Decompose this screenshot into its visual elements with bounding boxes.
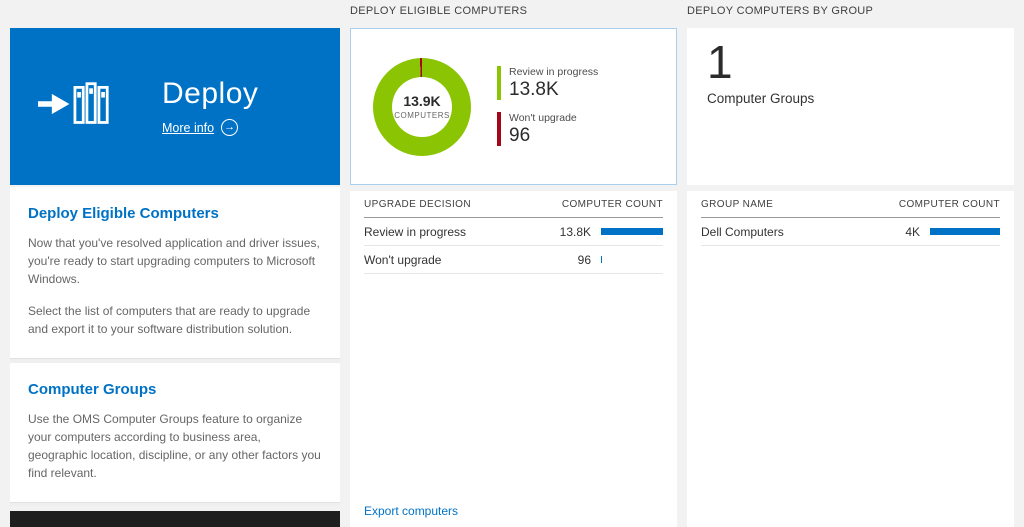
computer-groups-tile[interactable]: 1 Computer Groups xyxy=(687,28,1014,185)
computers-by-group-header: DEPLOY COMPUTERS BY GROUP xyxy=(687,5,874,17)
legend-item-review-in-progress: Review in progress 13.8K xyxy=(497,66,598,101)
deploy-eligible-section: Deploy Eligible Computers Now that you'v… xyxy=(10,187,340,358)
export-computers-link[interactable]: Export computers xyxy=(364,504,459,518)
legend-label: Review in progress xyxy=(509,66,599,78)
column-header-computer-count: COMPUTER COUNT xyxy=(898,198,1000,210)
more-info-label[interactable]: More info xyxy=(162,120,215,135)
group-name-table: GROUP NAME COMPUTER COUNT Dell Computers… xyxy=(687,191,1014,527)
eligible-computers-header: DEPLOY ELIGIBLE COMPUTERS xyxy=(350,5,528,17)
row-bar xyxy=(601,228,663,235)
legend-item-wont-upgrade: Won't upgrade 96 xyxy=(497,112,598,147)
computer-groups-label: Computer Groups xyxy=(707,90,815,106)
table-row[interactable]: Review in progress 13.8K xyxy=(364,218,663,246)
column-header-group-name: GROUP NAME xyxy=(701,198,774,210)
donut-legend: Review in progress 13.8K Won't upgrade 9… xyxy=(497,66,598,147)
table-row[interactable]: Won't upgrade 96 xyxy=(364,246,663,274)
row-label: Dell Computers xyxy=(701,224,784,239)
deploy-eligible-paragraph-1: Now that you've resolved application and… xyxy=(28,236,320,286)
deploy-tile-text: Deploy More info → xyxy=(162,77,258,136)
arrow-right-circle-icon[interactable]: → xyxy=(221,119,239,136)
deploy-title: Deploy xyxy=(162,77,259,110)
computer-groups-section: Computer Groups Use the OMS Computer Gro… xyxy=(10,363,340,502)
row-value: 13.8K xyxy=(559,224,591,239)
section-divider xyxy=(10,502,340,506)
row-label: Won't upgrade xyxy=(364,252,442,267)
deploy-eligible-paragraph-2: Select the list of computers that are re… xyxy=(28,304,311,336)
legend-color-bar xyxy=(497,112,501,146)
row-value: 4K xyxy=(905,224,920,239)
donut-chart: 13.9K COMPUTERS xyxy=(373,57,471,156)
deploy-tile[interactable]: Deploy More info → xyxy=(10,28,340,185)
upgrade-decision-table: UPGRADE DECISION COMPUTER COUNT Review i… xyxy=(350,191,677,527)
column-header-computer-count: COMPUTER COUNT xyxy=(561,198,663,210)
computers-by-group-column: DEPLOY COMPUTERS BY GROUP 1 Computer Gro… xyxy=(687,0,1014,527)
legend-color-bar xyxy=(497,66,501,100)
column-header-upgrade-decision: UPGRADE DECISION xyxy=(364,198,471,210)
computer-groups-heading: Computer Groups xyxy=(28,381,157,398)
table-header-row: GROUP NAME COMPUTER COUNT xyxy=(701,191,1000,218)
row-bar-track xyxy=(601,256,663,263)
table-row[interactable]: Dell Computers 4K xyxy=(701,218,1000,246)
eligible-computers-column: DEPLOY ELIGIBLE COMPUTERS 13.9K COMPUTER… xyxy=(350,0,677,527)
bottom-tray-bar xyxy=(10,511,340,527)
computer-groups-count: 1 xyxy=(707,36,733,88)
legend-value: 96 xyxy=(509,125,531,146)
legend-label: Won't upgrade xyxy=(509,112,577,124)
row-value: 96 xyxy=(577,252,591,267)
row-bar-track xyxy=(930,228,1000,235)
row-bar-track xyxy=(601,228,663,235)
deploy-eligible-heading: Deploy Eligible Computers xyxy=(28,205,219,222)
donut-center-value: 13.9K xyxy=(403,93,441,109)
row-bar xyxy=(601,256,603,263)
more-info-link[interactable]: More info → xyxy=(162,119,258,136)
row-bar xyxy=(930,228,1000,235)
donut-center-label: COMPUTERS xyxy=(394,111,450,120)
row-label: Review in progress xyxy=(364,224,467,239)
legend-value: 13.8K xyxy=(509,79,559,100)
eligible-computers-tile[interactable]: 13.9K COMPUTERS Review in progress 13.8K… xyxy=(350,28,677,185)
deploy-column: Deploy More info → Deploy Eligible Compu… xyxy=(10,0,340,527)
deploy-books-arrow-icon xyxy=(38,78,110,135)
table-header-row: UPGRADE DECISION COMPUTER COUNT xyxy=(364,191,663,218)
computer-groups-paragraph: Use the OMS Computer Groups feature to o… xyxy=(28,412,321,480)
section-divider xyxy=(10,358,340,363)
donut-center: 13.9K COMPUTERS xyxy=(392,76,452,137)
deploy-info-panel: Deploy Eligible Computers Now that you'v… xyxy=(10,187,340,506)
